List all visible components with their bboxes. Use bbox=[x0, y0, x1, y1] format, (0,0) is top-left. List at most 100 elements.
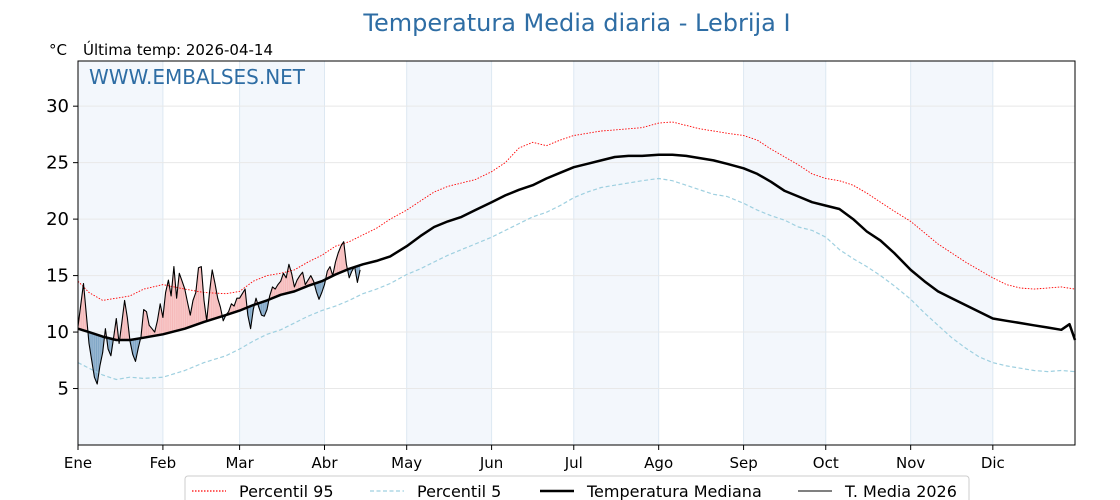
fill-above-median bbox=[337, 253, 339, 274]
fill-above-median bbox=[185, 292, 187, 329]
fill-above-median bbox=[200, 266, 202, 324]
fill-below-median bbox=[98, 335, 100, 375]
fill-above-median bbox=[338, 251, 339, 274]
fill-below-median bbox=[93, 333, 94, 373]
fill-above-median bbox=[210, 281, 211, 320]
fill-above-median bbox=[300, 273, 302, 289]
y-axis: 5 10 15 20 25 30 bbox=[46, 96, 78, 400]
x-tick-label: Feb bbox=[150, 454, 177, 472]
fill-below-median bbox=[134, 339, 136, 362]
fill-above-median bbox=[282, 275, 283, 295]
fill-above-median bbox=[187, 302, 189, 328]
fill-above-median bbox=[210, 275, 212, 320]
fill-above-median bbox=[242, 292, 244, 310]
fill-above-median bbox=[327, 268, 329, 279]
fill-above-median bbox=[198, 267, 200, 324]
fill-above-median bbox=[238, 298, 240, 311]
month-band-may bbox=[406, 61, 492, 445]
fill-above-median bbox=[240, 295, 241, 311]
fill-below-median bbox=[91, 332, 93, 365]
fill-above-median bbox=[123, 300, 125, 340]
fill-above-median bbox=[241, 293, 243, 310]
fill-above-median bbox=[213, 276, 215, 319]
fill-above-median bbox=[125, 308, 127, 340]
fill-below-median bbox=[319, 281, 321, 298]
fill-above-median bbox=[195, 292, 196, 326]
fill-above-median bbox=[201, 266, 202, 323]
fill-above-median bbox=[340, 245, 342, 273]
fill-below-median bbox=[99, 335, 101, 366]
fill-above-median bbox=[289, 266, 291, 293]
fill-above-median bbox=[125, 304, 126, 340]
fill-above-median bbox=[178, 273, 180, 331]
legend-box bbox=[184, 475, 970, 500]
fill-above-median bbox=[277, 284, 278, 297]
y-tick-label: 5 bbox=[58, 379, 69, 400]
fill-below-median bbox=[93, 333, 95, 378]
fill-above-median bbox=[124, 300, 126, 340]
x-tick-label: May bbox=[391, 454, 422, 472]
fill-below-median bbox=[316, 282, 318, 296]
fill-above-median bbox=[172, 273, 174, 332]
fill-above-median bbox=[177, 279, 179, 331]
fill-above-median bbox=[158, 308, 160, 336]
fill-above-median bbox=[188, 305, 189, 328]
x-tick-label: Mar bbox=[225, 454, 254, 472]
fill-above-median bbox=[309, 276, 311, 286]
fill-above-median bbox=[186, 295, 187, 329]
fill-above-median bbox=[329, 266, 330, 278]
fill-above-median bbox=[310, 275, 312, 285]
fill-below-median bbox=[260, 302, 262, 316]
fill-above-median bbox=[301, 273, 302, 289]
x-tick-label: Nov bbox=[896, 454, 925, 472]
fill-below-median bbox=[319, 281, 320, 300]
fill-above-median bbox=[236, 298, 238, 312]
fill-above-median bbox=[175, 290, 177, 331]
fill-above-median bbox=[171, 288, 172, 333]
fill-below-median bbox=[97, 334, 99, 380]
fill-above-median bbox=[168, 280, 170, 333]
month-band-sep bbox=[743, 61, 826, 445]
x-tick-label: Jul bbox=[564, 454, 583, 472]
fill-above-median bbox=[180, 277, 182, 330]
fill-above-median bbox=[171, 281, 173, 333]
fill-above-median bbox=[196, 280, 198, 325]
fill-above-median bbox=[286, 274, 287, 294]
fill-below-median bbox=[249, 306, 251, 329]
fill-above-median bbox=[173, 266, 175, 332]
fill-above-median bbox=[280, 281, 281, 296]
fill-below-median bbox=[96, 334, 98, 385]
fill-above-median bbox=[184, 287, 185, 329]
month-bands bbox=[78, 61, 993, 445]
fill-above-median bbox=[341, 243, 343, 272]
x-axis: Ene Feb Mar Abr May Jun Jul Ago Sep Oct Nov Dic bbox=[64, 445, 1005, 472]
y-tick-label: 30 bbox=[46, 96, 69, 117]
fill-above-median bbox=[174, 274, 176, 332]
fill-below-median bbox=[321, 281, 322, 295]
fill-above-median bbox=[232, 304, 233, 314]
fill-below-median bbox=[264, 301, 265, 317]
fill-above-median bbox=[233, 305, 235, 313]
fill-below-median bbox=[101, 336, 102, 360]
fill-above-median bbox=[336, 255, 338, 274]
fill-below-median bbox=[133, 339, 135, 359]
fill-above-median bbox=[199, 267, 200, 324]
fill-above-median bbox=[211, 269, 213, 320]
fill-above-median bbox=[193, 298, 194, 326]
legend-label-2: Temperatura Mediana bbox=[586, 482, 762, 500]
fill-above-median bbox=[212, 269, 213, 320]
fill-above-median bbox=[284, 275, 286, 294]
fill-above-median bbox=[195, 286, 197, 325]
fill-below-median bbox=[261, 302, 263, 316]
fill-above-median bbox=[297, 278, 298, 291]
fill-below-median bbox=[95, 334, 97, 383]
fill-above-median bbox=[189, 312, 191, 327]
fill-above-median bbox=[278, 282, 280, 296]
fill-above-median bbox=[151, 328, 153, 337]
fill-above-median bbox=[217, 298, 219, 318]
fill-above-median bbox=[342, 242, 343, 272]
fill-above-median bbox=[160, 307, 162, 335]
fill-above-median bbox=[214, 283, 216, 319]
fill-above-median bbox=[339, 247, 341, 273]
fill-above-median bbox=[275, 286, 277, 297]
